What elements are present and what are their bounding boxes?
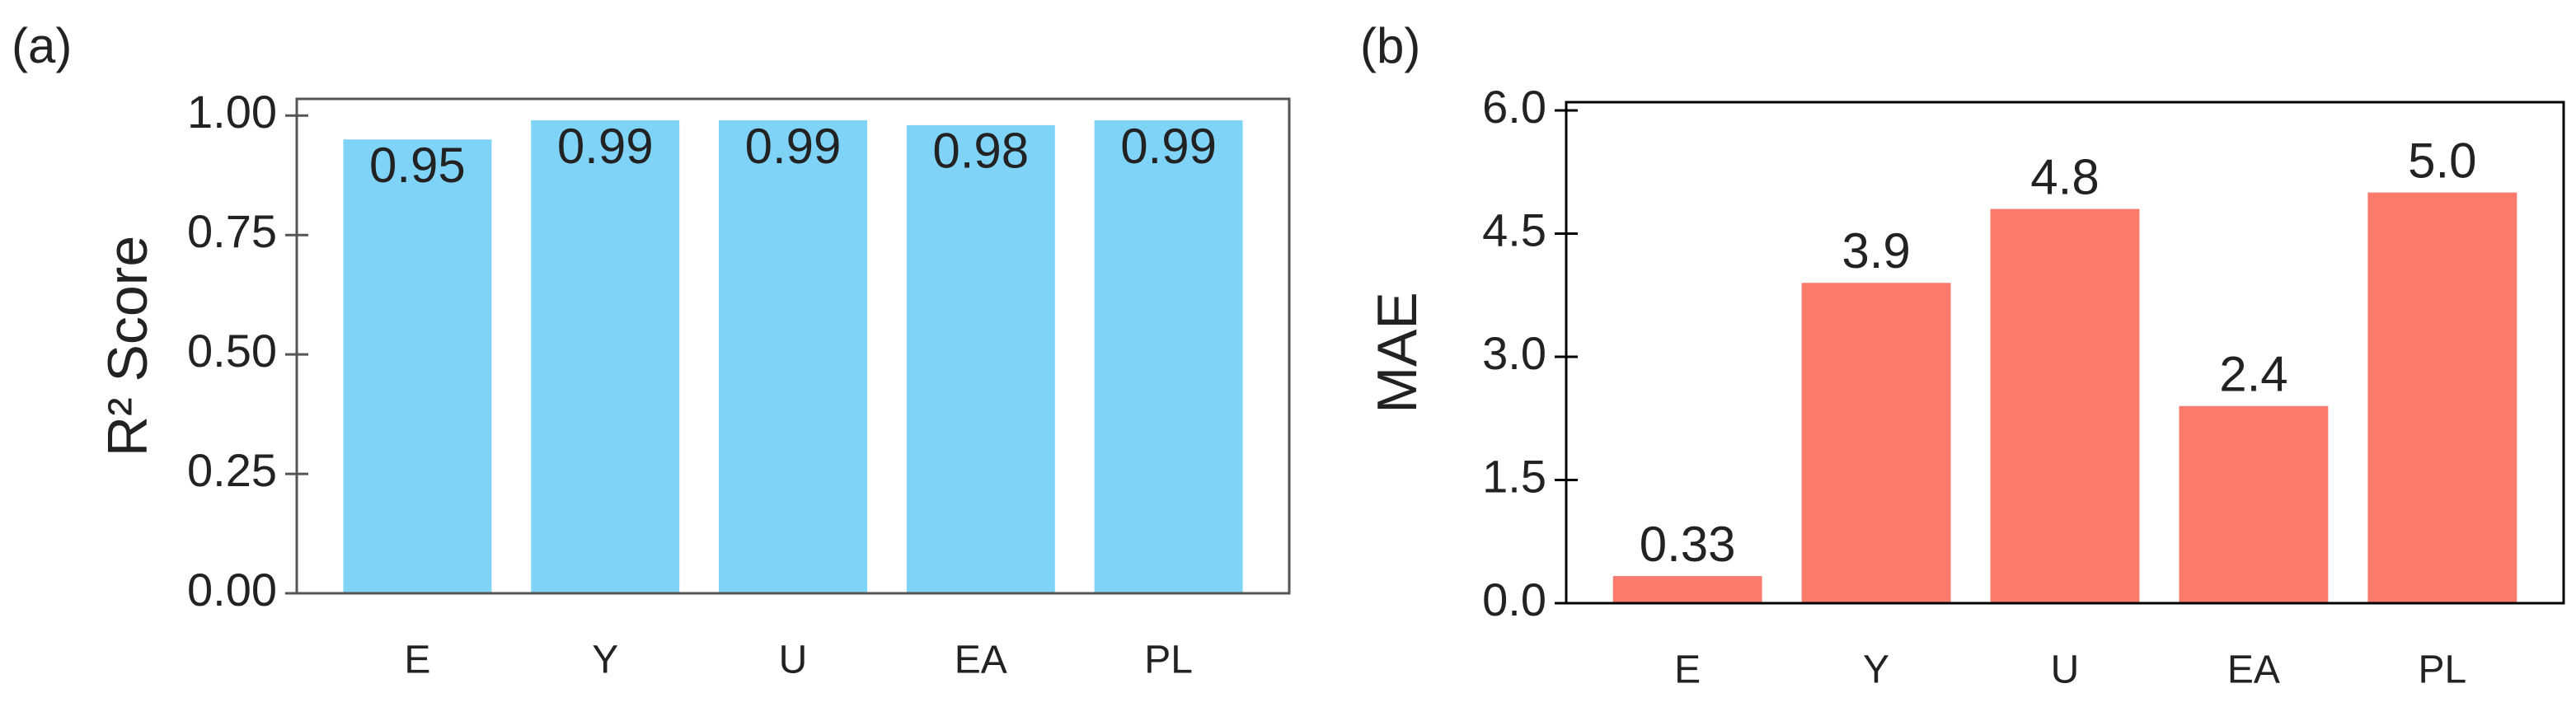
x-tick-label: U <box>2051 648 2080 692</box>
axes-frame <box>1565 101 2565 605</box>
y-tick-label: 0.00 <box>187 564 277 616</box>
panel-label: (b) <box>1360 18 1420 73</box>
value-label: 0.33 <box>1640 517 1736 572</box>
bar <box>2367 192 2517 603</box>
x-tick-label: Y <box>592 639 618 682</box>
value-label: 2.4 <box>2219 347 2287 402</box>
value-label: 0.95 <box>369 138 466 193</box>
axes-frame <box>295 97 1291 595</box>
bar <box>1801 283 1951 603</box>
x-tick-label: E <box>1674 648 1701 692</box>
value-label: 0.99 <box>745 119 842 174</box>
bar <box>343 139 492 593</box>
x-tick-label: U <box>779 639 808 682</box>
y-tick-label: 3.0 <box>1482 327 1546 379</box>
value-label: 0.98 <box>932 124 1029 179</box>
bar <box>1094 120 1243 593</box>
y-axis-label: MAE <box>1366 292 1429 413</box>
y-tick-label: 0.25 <box>187 444 277 496</box>
x-tick-label: E <box>404 639 430 682</box>
y-tick-label: 0.75 <box>187 205 277 257</box>
value-label: 0.99 <box>1120 119 1217 174</box>
value-label: 3.9 <box>1842 223 1910 279</box>
bar <box>531 120 680 593</box>
y-tick-label: 4.5 <box>1482 204 1546 255</box>
value-label: 0.99 <box>557 119 654 174</box>
y-tick-label: 1.5 <box>1482 450 1546 502</box>
x-tick-label: EA <box>955 639 1007 682</box>
x-tick-label: Y <box>1863 648 1889 692</box>
value-label: 5.0 <box>2408 133 2476 188</box>
x-tick-label: PL <box>1144 639 1193 682</box>
x-tick-label: EA <box>2227 648 2280 692</box>
panel-label: (a) <box>12 18 72 73</box>
bar <box>719 120 867 593</box>
value-label: 4.8 <box>2030 149 2099 204</box>
y-tick-label: 0.50 <box>187 325 277 377</box>
y-axis-label: R² Score <box>96 236 159 457</box>
y-tick-label: 6.0 <box>1482 81 1546 133</box>
y-tick-label: 0.0 <box>1482 574 1546 625</box>
bar <box>1990 208 2140 603</box>
bar <box>2179 405 2329 603</box>
bar <box>906 124 1055 594</box>
bar <box>1612 576 1762 603</box>
x-tick-label: PL <box>2419 648 2467 692</box>
y-tick-label: 1.00 <box>187 86 277 138</box>
